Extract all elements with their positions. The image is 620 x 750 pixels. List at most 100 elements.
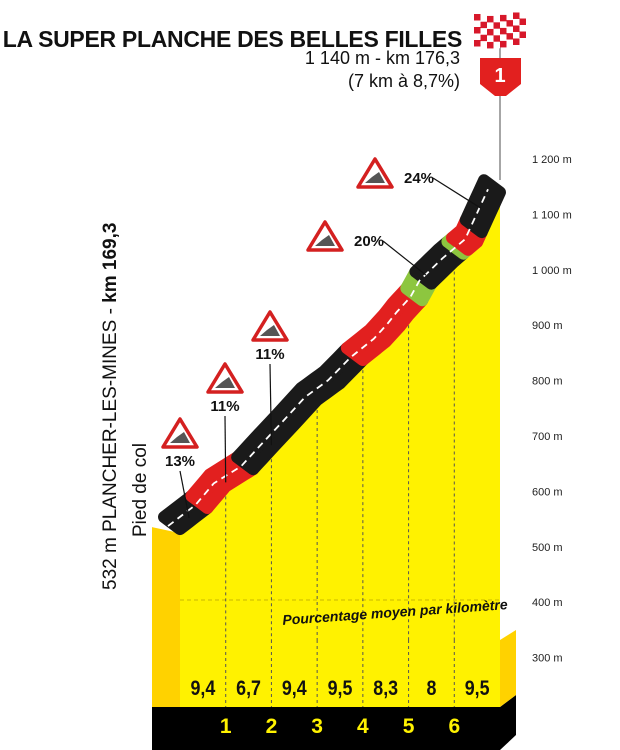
- slope-icon: [260, 325, 280, 336]
- max-gradient-label: 13%: [165, 453, 195, 470]
- leader-line: [382, 240, 427, 276]
- flag-square: [493, 28, 500, 36]
- flag-square: [487, 15, 494, 23]
- flag-square: [480, 41, 487, 48]
- flag-square: [519, 25, 526, 32]
- gradient-strip-left: [152, 640, 180, 707]
- max-gradient-marker: [356, 157, 394, 189]
- flag-square: [493, 35, 500, 42]
- km-tick-label: 5: [403, 715, 415, 738]
- max-gradient-marker: [251, 310, 289, 342]
- y-tick-label: 1 100 m: [532, 209, 572, 221]
- flag-square: [513, 31, 520, 39]
- y-tick-label: 400 m: [532, 597, 563, 609]
- category-badge-label: 1: [494, 65, 505, 87]
- flag-square: [474, 40, 481, 47]
- km-gradient-value: 9,4: [282, 677, 307, 701]
- flag-square: [493, 41, 500, 49]
- km-gradient-value: 6,7: [236, 677, 261, 701]
- category-badge: 1: [480, 58, 521, 96]
- flag-square: [487, 35, 494, 42]
- km-footer-band: [152, 695, 516, 750]
- flag-square: [500, 40, 507, 48]
- y-tick-label: 600 m: [532, 486, 563, 498]
- y-tick-label: 800 m: [532, 376, 563, 388]
- flag-square: [474, 27, 481, 34]
- slope-icon: [365, 172, 385, 183]
- start-label: 532 m PLANCHER-LES-MINES - km 169,3: [100, 223, 122, 590]
- leader-line: [179, 470, 190, 519]
- flag-square: [493, 15, 500, 23]
- warning-triangle-icon: [356, 157, 394, 189]
- leader-line: [432, 177, 482, 209]
- gradient-strip: [180, 640, 500, 707]
- flag-square: [513, 18, 520, 26]
- max-gradient-label: 24%: [404, 170, 434, 187]
- km-tick-label: 2: [266, 715, 278, 738]
- start-label-prefix: 532 m PLANCHER-LES-MINES -: [100, 302, 121, 590]
- climb-stats: (7 km à 8,7%): [347, 71, 460, 91]
- flag-square: [500, 34, 507, 41]
- slope-icon: [170, 432, 190, 443]
- km-tick-label: 1: [220, 715, 232, 738]
- flag-square: [513, 12, 520, 19]
- flag-square: [500, 27, 507, 35]
- start-label-km: km 169,3: [100, 222, 121, 303]
- summit-title: LA SUPER PLANCHE DES BELLES FILLES: [2, 26, 463, 52]
- flag-square: [474, 14, 481, 21]
- flag-square: [519, 12, 526, 19]
- category-badge-shape: [480, 58, 521, 96]
- km-tick-label: 3: [311, 715, 323, 738]
- km-gradient-value: 9,5: [328, 677, 353, 701]
- km-gradient-value: 9,5: [465, 677, 490, 701]
- flag-square: [506, 26, 513, 34]
- leader-line: [269, 363, 273, 446]
- km-gradient-value: 8,3: [373, 677, 398, 701]
- warning-triangle-icon: [306, 220, 344, 252]
- max-gradient-label: 11%: [255, 346, 284, 363]
- y-tick-label: 1 200 m: [532, 154, 572, 166]
- max-gradient-label: 20%: [354, 233, 384, 250]
- slope-icon: [315, 235, 335, 246]
- km-gradient-value: 9,4: [190, 677, 215, 701]
- warning-triangle-icon: [161, 417, 199, 449]
- y-tick-label: 500 m: [532, 542, 563, 554]
- y-tick-label: 900 m: [532, 320, 563, 332]
- flag-square: [487, 41, 494, 49]
- max-gradient-label: 11%: [210, 398, 239, 415]
- max-gradient-marker: [206, 362, 244, 394]
- km-gradient-value: 8: [426, 677, 436, 701]
- flag-square: [493, 22, 500, 29]
- flag-square: [506, 39, 513, 47]
- flag-square: [500, 21, 507, 28]
- flag-square: [519, 31, 526, 39]
- flag-square: [487, 28, 494, 36]
- flag-square: [506, 13, 513, 21]
- finish-flag-icon: [474, 12, 526, 49]
- road-centerline: [167, 188, 489, 527]
- foot-of-climb-label: Pied de col: [130, 442, 151, 537]
- flag-square: [519, 38, 526, 45]
- flag-square: [513, 38, 520, 45]
- flag-square: [506, 33, 513, 40]
- flag-square: [480, 21, 487, 29]
- leader-line: [224, 415, 227, 483]
- y-tick-label: 700 m: [532, 431, 563, 443]
- profile-left-face: [152, 527, 180, 670]
- y-tick-label: 300 m: [532, 653, 563, 665]
- max-gradient-marker: [161, 417, 199, 449]
- flag-square: [480, 34, 487, 42]
- warning-triangle-icon: [251, 310, 289, 342]
- flag-square: [480, 28, 487, 35]
- summit-altitude-km: 1 140 m - km 176,3: [304, 48, 460, 68]
- gradient-strip-side: [500, 630, 516, 707]
- flag-square: [513, 25, 520, 32]
- flag-square: [506, 20, 513, 27]
- flag-square: [500, 14, 507, 22]
- profile-area: [180, 192, 500, 671]
- warning-triangle-icon: [206, 362, 244, 394]
- km-tick-label: 6: [448, 715, 460, 738]
- flag-square: [487, 22, 494, 29]
- flag-square: [519, 18, 526, 26]
